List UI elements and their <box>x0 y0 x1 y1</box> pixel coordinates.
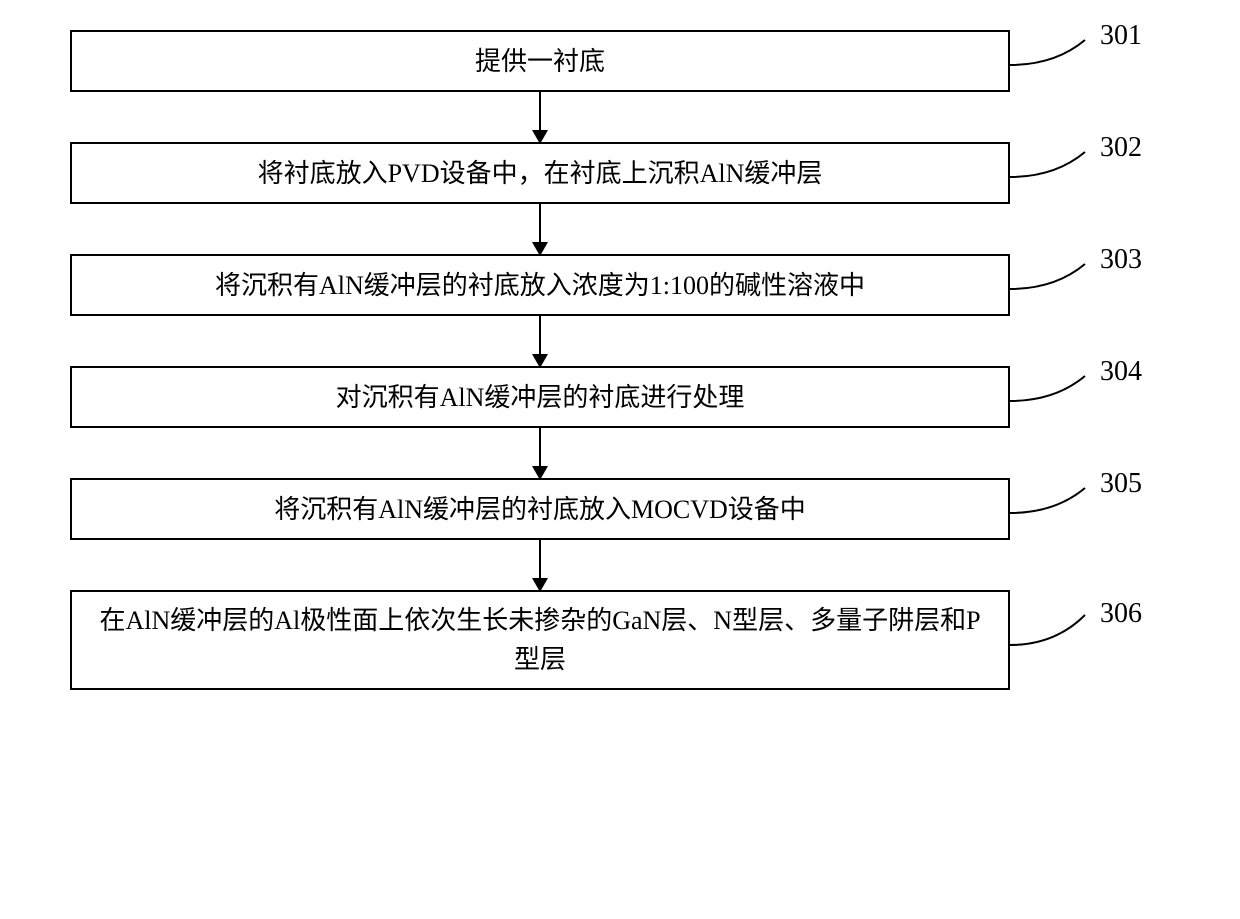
arrow-4 <box>70 428 1010 478</box>
step-row-1: 提供一衬底 301 <box>70 30 1170 92</box>
flowchart-container: 提供一衬底 301 将衬底放入PVD设备中，在衬底上沉积AlN缓冲层 302 将… <box>70 30 1170 690</box>
step-box-4: 对沉积有AlN缓冲层的衬底进行处理 <box>70 366 1010 428</box>
step-text-6: 在AlN缓冲层的Al极性面上依次生长未掺杂的GaN层、N型层、多量子阱层和P型层 <box>92 601 988 679</box>
step-text-2: 将衬底放入PVD设备中，在衬底上沉积AlN缓冲层 <box>258 154 823 193</box>
step-box-5: 将沉积有AlN缓冲层的衬底放入MOCVD设备中 <box>70 478 1010 540</box>
step-box-1: 提供一衬底 <box>70 30 1010 92</box>
step-box-3: 将沉积有AlN缓冲层的衬底放入浓度为1:100的碱性溶液中 <box>70 254 1010 316</box>
step-number-5: 305 <box>1100 468 1142 500</box>
arrow-3 <box>70 316 1010 366</box>
step-row-6: 在AlN缓冲层的Al极性面上依次生长未掺杂的GaN层、N型层、多量子阱层和P型层… <box>70 590 1170 690</box>
step-text-1: 提供一衬底 <box>475 42 605 81</box>
step-box-2: 将衬底放入PVD设备中，在衬底上沉积AlN缓冲层 <box>70 142 1010 204</box>
step-row-5: 将沉积有AlN缓冲层的衬底放入MOCVD设备中 305 <box>70 478 1170 540</box>
step-text-5: 将沉积有AlN缓冲层的衬底放入MOCVD设备中 <box>274 490 806 529</box>
step-text-3: 将沉积有AlN缓冲层的衬底放入浓度为1:100的碱性溶液中 <box>215 266 865 305</box>
step-number-2: 302 <box>1100 132 1142 164</box>
step-number-1: 301 <box>1100 20 1142 52</box>
arrow-1 <box>70 92 1010 142</box>
step-number-3: 303 <box>1100 244 1142 276</box>
arrow-5 <box>70 540 1010 590</box>
arrow-2 <box>70 204 1010 254</box>
step-number-6: 306 <box>1100 598 1142 630</box>
step-row-3: 将沉积有AlN缓冲层的衬底放入浓度为1:100的碱性溶液中 303 <box>70 254 1170 316</box>
step-row-2: 将衬底放入PVD设备中，在衬底上沉积AlN缓冲层 302 <box>70 142 1170 204</box>
step-text-4: 对沉积有AlN缓冲层的衬底进行处理 <box>336 378 745 417</box>
step-row-4: 对沉积有AlN缓冲层的衬底进行处理 304 <box>70 366 1170 428</box>
step-box-6: 在AlN缓冲层的Al极性面上依次生长未掺杂的GaN层、N型层、多量子阱层和P型层 <box>70 590 1010 690</box>
step-number-4: 304 <box>1100 356 1142 388</box>
